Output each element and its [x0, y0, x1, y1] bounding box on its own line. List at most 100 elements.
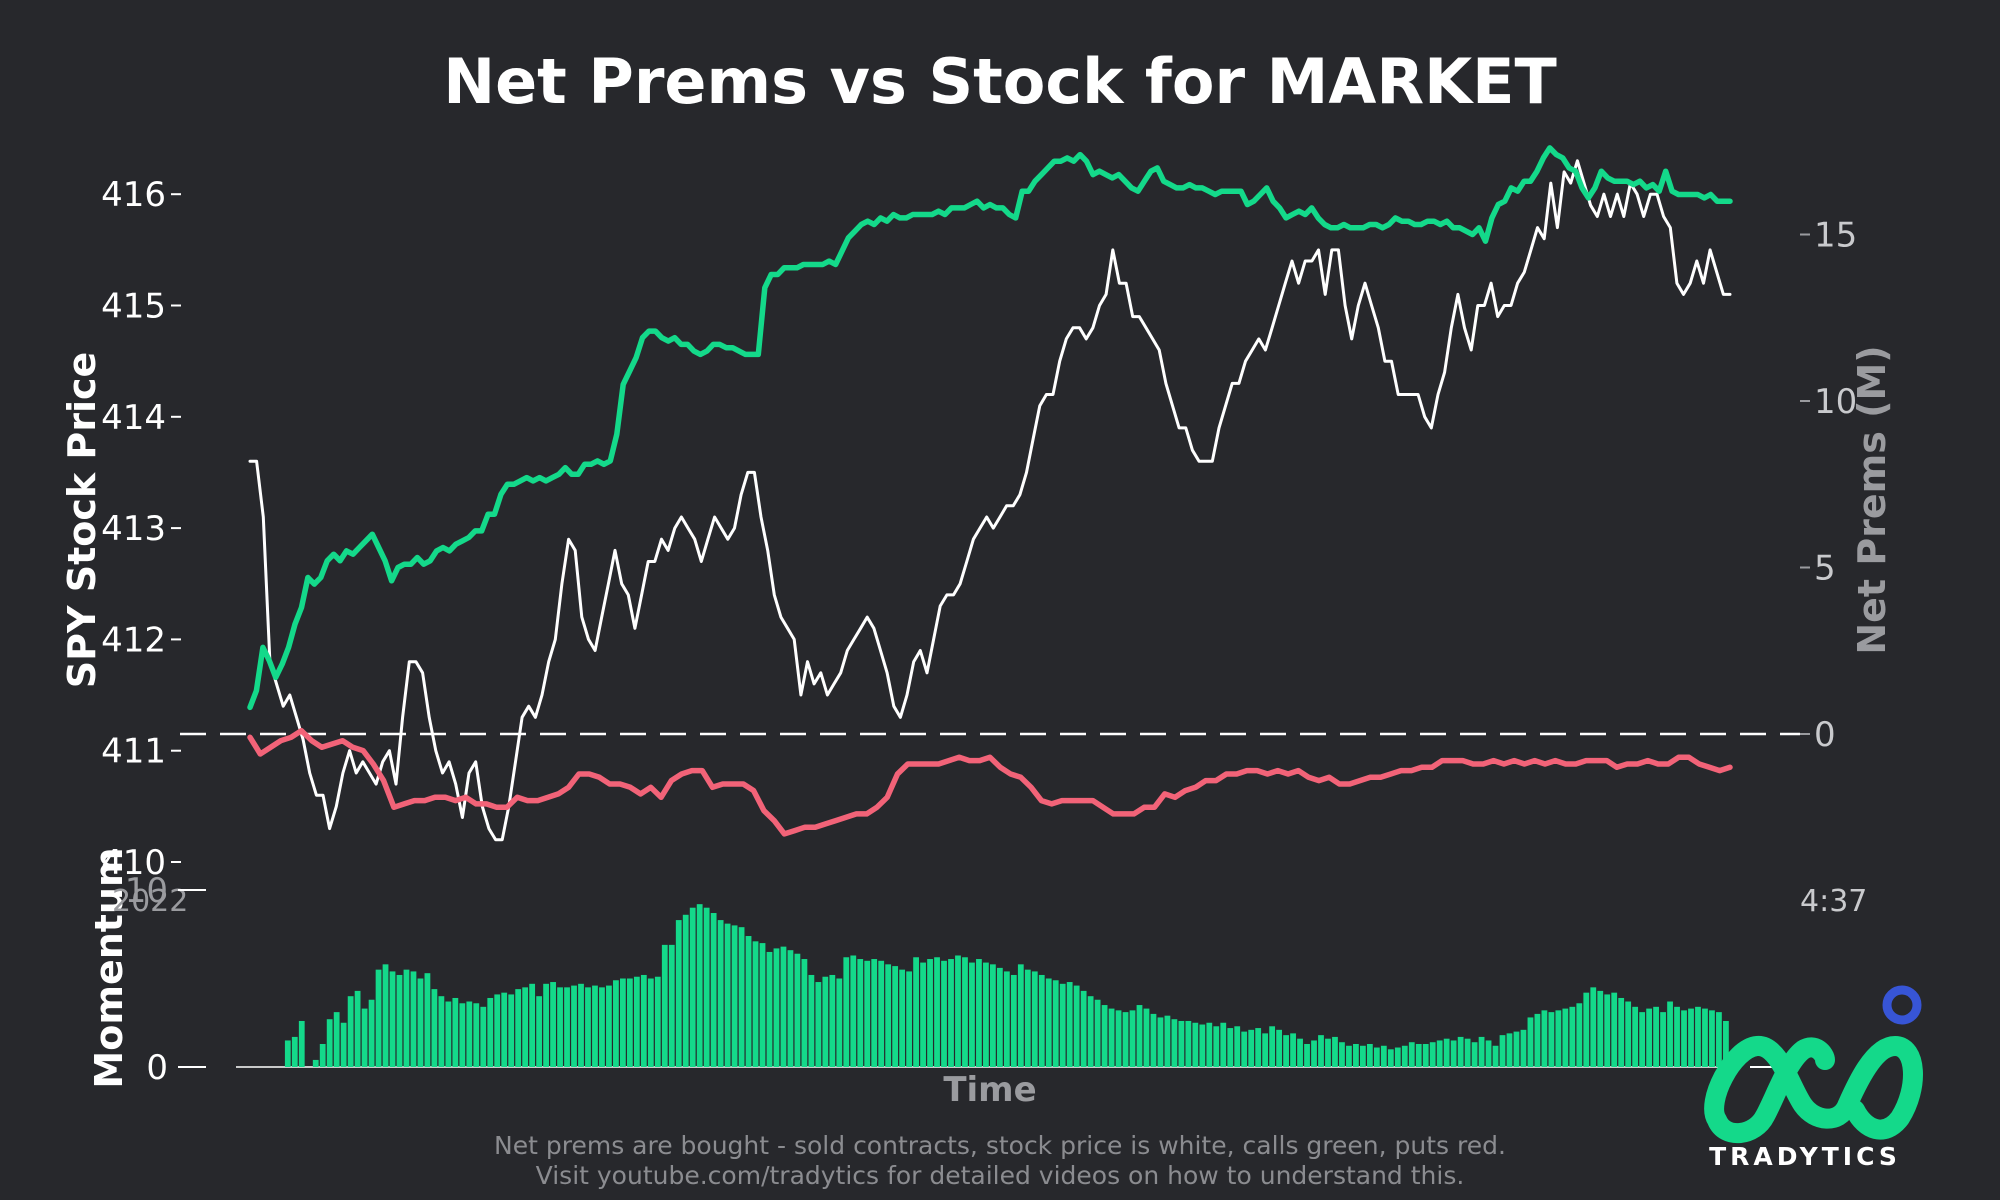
momentum-bar: [766, 951, 773, 1067]
momentum-bar: [1562, 1008, 1569, 1067]
momentum-bar: [326, 1019, 333, 1067]
series-line-spy: [248, 159, 1732, 842]
momentum-bar: [1401, 1045, 1408, 1067]
momentum-bar: [899, 969, 906, 1067]
momentum-bar: [1346, 1045, 1352, 1067]
momentum-bar: [892, 966, 899, 1067]
momentum-bar: [1276, 1029, 1283, 1067]
momentum-bar: [843, 957, 850, 1067]
momentum-bar: [801, 959, 808, 1067]
momentum-bar: [382, 964, 389, 1067]
momentum-bar: [340, 1022, 347, 1067]
momentum-bar: [983, 962, 989, 1067]
right-tick-label: 15: [1814, 216, 1857, 256]
momentum-bar: [1031, 971, 1038, 1067]
chart-title: Net Prems vs Stock for MARKET: [443, 45, 1557, 118]
series-line-puts: [247, 727, 1733, 837]
momentum-bar: [1646, 1008, 1653, 1067]
momentum-bar: [1129, 1010, 1136, 1067]
momentum-bar: [759, 943, 766, 1067]
momentum-bar: [752, 941, 759, 1067]
momentum-bar: [1318, 1035, 1324, 1067]
momentum-bar: [564, 987, 570, 1067]
momentum-bar: [1066, 982, 1073, 1067]
momentum-bar: [1527, 1017, 1534, 1067]
momentum-bar: [1723, 1020, 1729, 1067]
momentum-bar: [284, 1040, 291, 1067]
momentum-bar: [1499, 1035, 1506, 1067]
momentum-bar: [689, 907, 696, 1067]
momentum-bar: [1094, 999, 1101, 1067]
momentum-bar: [1702, 1008, 1708, 1067]
momentum-bar: [1017, 964, 1024, 1067]
momentum-bar: [1171, 1019, 1178, 1067]
momentum-bar: [1450, 1040, 1457, 1067]
momentum-bar: [1674, 1006, 1680, 1067]
momentum-bar: [613, 980, 619, 1067]
momentum-bar: [1485, 1040, 1492, 1067]
momentum-bar: [808, 974, 815, 1067]
momentum-bar: [1311, 1040, 1317, 1067]
momentum-bar: [1353, 1043, 1359, 1067]
tradytics-infinity-icon: [1704, 1035, 1923, 1144]
momentum-bar: [1709, 1010, 1715, 1067]
momentum-bar: [990, 964, 996, 1067]
left-tick-label: 415: [101, 287, 166, 327]
series-line-calls: [247, 145, 1733, 711]
momentum-bar: [1436, 1040, 1443, 1067]
momentum-bar: [1548, 1012, 1555, 1067]
momentum-bar: [571, 985, 577, 1067]
momentum-bar: [389, 971, 396, 1067]
momentum-bar: [1555, 1010, 1562, 1067]
momentum-bar: [1604, 994, 1611, 1067]
momentum-bar: [1192, 1022, 1199, 1067]
momentum-bar: [354, 990, 361, 1067]
momentum-bar: [1220, 1022, 1227, 1067]
momentum-bar: [1227, 1028, 1234, 1067]
momentum-bar: [1150, 1013, 1157, 1067]
momentum-bar: [1248, 1029, 1255, 1067]
momentum-bar: [522, 987, 529, 1067]
momentum-bar: [431, 989, 438, 1067]
momentum-bar: [578, 983, 584, 1067]
momentum-bars: [284, 904, 1729, 1067]
momentum-bar: [1213, 1026, 1220, 1067]
momentum-bar: [403, 969, 410, 1067]
momentum-bar: [962, 957, 968, 1067]
momentum-bar: [1101, 1005, 1108, 1067]
momentum-bar: [857, 959, 864, 1067]
momentum-bar: [1185, 1020, 1192, 1067]
momentum-bar: [1164, 1015, 1171, 1067]
momentum-bar: [1534, 1013, 1541, 1067]
momentum-bar: [1366, 1043, 1373, 1067]
momentum-bar: [529, 983, 536, 1067]
momentum-bar: [1492, 1045, 1499, 1067]
momentum-bar: [1394, 1047, 1401, 1067]
momentum-bar: [633, 976, 640, 1067]
momentum-bar: [724, 923, 731, 1067]
momentum-bar: [1625, 1001, 1632, 1067]
left-tick-label: 416: [101, 175, 166, 215]
momentum-bar: [459, 1003, 466, 1067]
momentum-bar: [1688, 1008, 1694, 1067]
momentum-bar: [696, 904, 703, 1067]
momentum-bar: [368, 999, 375, 1067]
momentum-bar: [1653, 1006, 1659, 1067]
momentum-bar: [1206, 1022, 1213, 1067]
momentum-bar: [794, 953, 801, 1067]
tradytics-logo: [1704, 985, 1923, 1144]
footnote-line-1: Net prems are bought - sold contracts, s…: [494, 1131, 1506, 1160]
momentum-bar: [787, 950, 794, 1067]
momentum-bar: [312, 1059, 319, 1067]
momentum-bar: [1241, 1031, 1248, 1067]
momentum-bar: [452, 997, 459, 1067]
momentum-bar: [1052, 980, 1059, 1067]
momentum-bar: [1038, 974, 1045, 1067]
momentum-bar: [1541, 1010, 1548, 1067]
momentum-bar: [473, 1003, 480, 1067]
momentum-bar: [1422, 1043, 1429, 1067]
momentum-bar: [1583, 992, 1590, 1067]
axes-layer: 410 411 412 413 414 415 416 0 5 10 15 0 10: [101, 175, 1857, 1088]
momentum-bar: [906, 971, 913, 1067]
